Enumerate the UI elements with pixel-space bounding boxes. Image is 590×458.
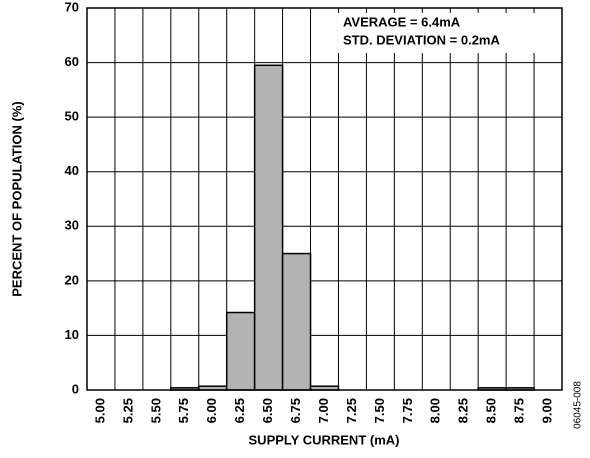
- annotation: STD. DEVIATION = 0.2mA: [343, 32, 500, 47]
- y-axis-label: PERCENT OF POPULATION (%): [9, 101, 24, 296]
- bar: [225, 311, 256, 391]
- y-tick-label: 50: [65, 109, 79, 124]
- y-tick-label: 60: [65, 54, 79, 69]
- x-tick-label: 8.25: [456, 398, 471, 423]
- x-axis-label: SUPPLY CURRENT (mA): [249, 432, 400, 447]
- x-tick-label: 8.00: [428, 398, 443, 423]
- y-tick-label: 40: [65, 163, 79, 178]
- y-tick-label: 10: [65, 327, 79, 342]
- x-tick-label: 8.50: [484, 398, 499, 423]
- annotation-background: [338, 13, 558, 53]
- plot-area: [87, 8, 562, 390]
- x-tick-label: 5.25: [120, 398, 135, 423]
- x-tick-label: 6.00: [204, 398, 219, 423]
- y-tick-label: 0: [72, 381, 79, 396]
- x-tick-label: 7.25: [344, 398, 359, 423]
- x-tick-label: 8.75: [512, 398, 527, 423]
- annotation: AVERAGE = 6.4mA: [343, 14, 461, 29]
- x-tick-label: 9.00: [539, 398, 554, 423]
- y-tick-label: 70: [65, 0, 79, 14]
- x-tick-label: 6.75: [288, 398, 303, 423]
- x-tick-label: 6.50: [260, 398, 275, 423]
- y-tick-label: 20: [65, 272, 79, 287]
- x-tick-label: 6.25: [232, 398, 247, 423]
- bar: [253, 64, 284, 391]
- y-tick-label: 30: [65, 218, 79, 233]
- plot-frame: [86, 7, 563, 391]
- x-tick-label: 5.50: [148, 398, 163, 423]
- x-tick-label: 7.00: [316, 398, 331, 423]
- x-tick-label: 5.75: [176, 398, 191, 423]
- x-tick-label: 5.00: [92, 398, 107, 423]
- x-tick-label: 7.75: [400, 398, 415, 423]
- bar: [281, 252, 312, 391]
- x-tick-label: 7.50: [372, 398, 387, 423]
- figure-id: 06045-008: [573, 381, 584, 429]
